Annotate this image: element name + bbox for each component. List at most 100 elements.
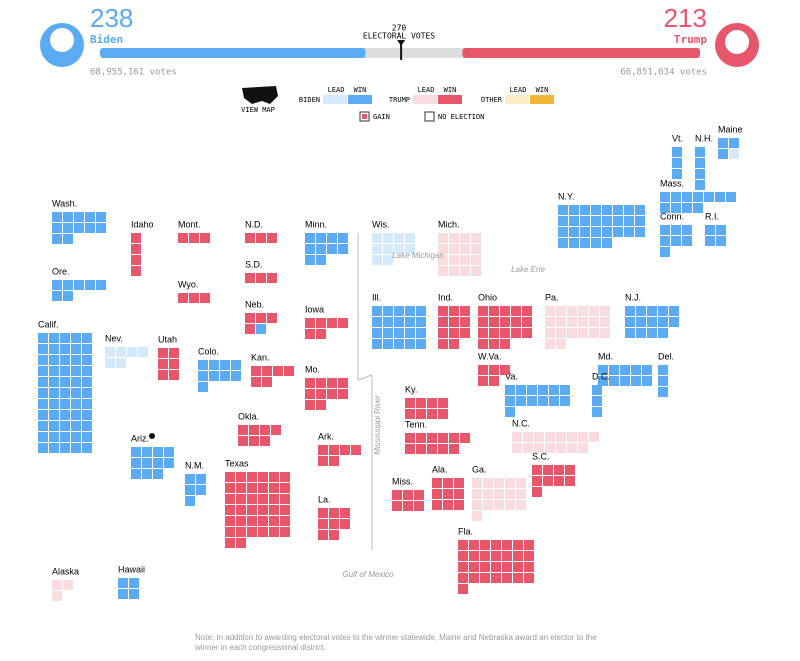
state-label: Tenn. [405, 419, 427, 429]
electoral-cell [478, 365, 488, 375]
electoral-cell [718, 138, 728, 148]
electoral-cell [185, 474, 195, 484]
electoral-cell [505, 500, 515, 510]
electoral-cell [71, 344, 81, 354]
electoral-cell [392, 490, 402, 500]
electoral-cell [280, 483, 290, 493]
electoral-cell [38, 377, 48, 387]
electoral-cell [158, 348, 168, 358]
electoral-cell [613, 216, 623, 226]
view-map-label[interactable]: VIEW MAP [241, 106, 275, 114]
note-box: Note: In addition to awarding electoral … [195, 633, 597, 652]
water-label: Mississippi River [373, 395, 382, 455]
legend-lead: LEAD [510, 86, 527, 94]
state: Mont. [178, 219, 210, 243]
electoral-cell [545, 443, 555, 453]
electoral-cell [131, 469, 141, 479]
electoral-cell [131, 255, 141, 265]
electoral-cell [609, 365, 619, 375]
electoral-cell [256, 233, 266, 243]
legend-win-swatch [438, 95, 462, 104]
state-label: N.C. [512, 418, 530, 428]
electoral-cell [671, 225, 681, 235]
electoral-cell [549, 396, 559, 406]
electoral-cell [38, 355, 48, 365]
electoral-cell [556, 339, 566, 349]
electoral-cell [569, 216, 579, 226]
electoral-cell [631, 376, 641, 386]
electoral-cell [63, 223, 73, 233]
electoral-cell [60, 344, 70, 354]
electoral-cell [625, 328, 635, 338]
electoral-cell [329, 519, 339, 529]
electoral-cell [620, 365, 630, 375]
state: S.C. [532, 451, 575, 497]
electoral-cell [449, 317, 459, 327]
electoral-cell [660, 247, 670, 257]
electoral-cell [589, 432, 599, 442]
electoral-cell [316, 389, 326, 399]
electoral-cell [305, 318, 315, 328]
electoral-cell [327, 389, 337, 399]
electoral-cell [220, 360, 230, 370]
electoral-cell [438, 328, 448, 338]
electoral-cell [267, 233, 277, 243]
electoral-cell [127, 347, 137, 357]
electoral-cell [513, 540, 523, 550]
electoral-cell [567, 317, 577, 327]
state-label: Idaho [131, 219, 154, 229]
electoral-cell [71, 421, 81, 431]
state-label: Utah [158, 334, 177, 344]
electoral-cell [71, 366, 81, 376]
view-map[interactable]: VIEW MAP [241, 86, 278, 114]
electoral-cell [635, 227, 645, 237]
electoral-cell [280, 527, 290, 537]
electoral-cell [251, 377, 261, 387]
electoral-cell [225, 538, 235, 548]
electoral-cell [502, 562, 512, 572]
electoral-cell [82, 421, 92, 431]
electoral-cell [589, 306, 599, 316]
state: N.D. [245, 219, 277, 243]
electoral-cell [231, 360, 241, 370]
electoral-cell [318, 445, 328, 455]
electoral-cell [60, 333, 70, 343]
electoral-cell [414, 490, 424, 500]
electoral-cell [209, 360, 219, 370]
electoral-cell [483, 500, 493, 510]
electoral-cell [82, 366, 92, 376]
electoral-cell [672, 147, 682, 157]
electoral-cell [258, 494, 268, 504]
electoral-cell [153, 469, 163, 479]
electoral-cell [558, 238, 568, 248]
electoral-cell [164, 447, 174, 457]
state-label: Fla. [458, 526, 473, 536]
electoral-cell [327, 244, 337, 254]
state: W.Va. [478, 351, 510, 386]
electoral-cell [591, 205, 601, 215]
electoral-cell [718, 149, 728, 159]
electoral-cell [189, 233, 199, 243]
electoral-cell [96, 280, 106, 290]
electoral-cell [405, 317, 415, 327]
electoral-cell [269, 527, 279, 537]
state: Colo. [198, 346, 241, 392]
electoral-cell [443, 500, 453, 510]
electoral-cell [669, 306, 679, 316]
electoral-cell [247, 472, 257, 482]
gain-label: GAIN [373, 113, 390, 121]
electoral-cell [580, 216, 590, 226]
electoral-cell [269, 494, 279, 504]
state-label: Ill. [372, 292, 381, 302]
electoral-cell [60, 410, 70, 420]
electoral-cell [591, 238, 601, 248]
state-label: Hawaii [118, 564, 145, 574]
electoral-cell [491, 551, 501, 561]
electoral-cell [273, 366, 283, 376]
electoral-cell [489, 365, 499, 375]
electoral-cell [472, 489, 482, 499]
state: Ill. [372, 292, 426, 349]
electoral-cell [247, 516, 257, 526]
electoral-cell [480, 573, 490, 583]
electoral-cell [567, 443, 577, 453]
